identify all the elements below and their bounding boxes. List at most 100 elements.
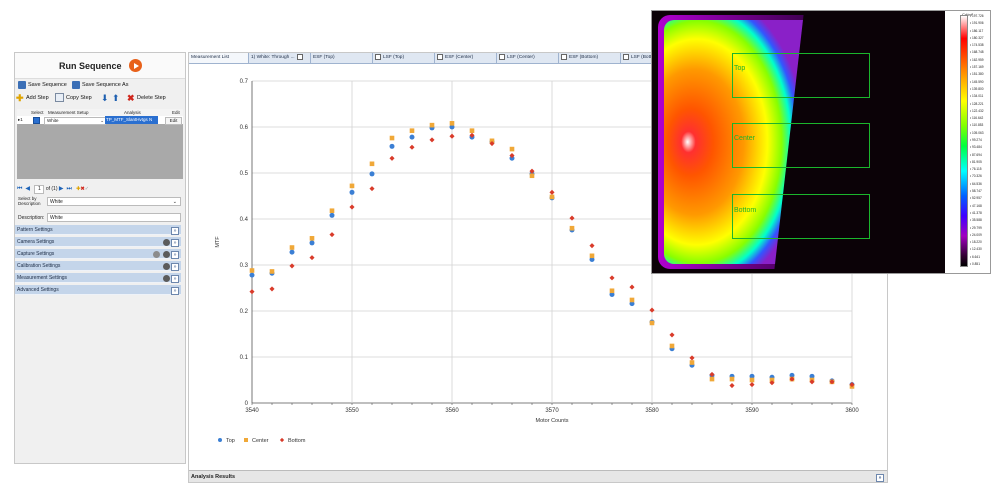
camera-settings-section[interactable]: Camera Settings » <box>15 237 181 247</box>
advanced-settings-section[interactable]: Advanced Settings » <box>15 285 181 295</box>
description-input[interactable]: White <box>47 213 181 222</box>
data-point-center <box>649 320 655 326</box>
x-axis-label: Motor Counts <box>535 418 568 424</box>
chevron-double-down-icon: » <box>171 286 179 295</box>
data-point-center <box>269 269 275 274</box>
colorbar-tick-label: • 18.220 <box>970 240 982 245</box>
tab-white-through-focus[interactable]: 1) White: Through ... <box>249 53 311 63</box>
chevron-down-icon: ⌄ <box>172 199 177 205</box>
colorbar-tick-label: • 151.380 <box>970 72 984 77</box>
move-down-button[interactable]: ⬇ <box>101 93 109 104</box>
row-number: ▸1 <box>18 117 23 122</box>
tab-esf-top[interactable]: ESF (Top) <box>311 53 373 63</box>
colorbar-tick-label: • 186.117 <box>970 28 984 33</box>
data-point-center <box>769 377 775 383</box>
tab-esf-bottom[interactable]: ESF (Bottom) <box>559 53 621 63</box>
run-sequence-button[interactable]: Run Sequence <box>15 53 185 79</box>
colorbar-tick-label: • 6.641 <box>970 254 980 259</box>
tab-esf-center[interactable]: ESF (Center) <box>435 53 497 63</box>
colorbar-tick-label: • 81.905 <box>970 159 982 164</box>
delete-record-icon[interactable]: ✖ <box>80 186 85 192</box>
calibration-settings-section[interactable]: Calibration Settings » <box>15 261 181 271</box>
data-point-top <box>629 301 635 307</box>
data-point-top <box>389 143 395 149</box>
colorbar-tick-label: • 35.588 <box>970 218 982 223</box>
gear-icon[interactable] <box>163 238 170 246</box>
tab-checkbox[interactable] <box>375 53 381 60</box>
data-point-center <box>669 343 675 349</box>
colorbar-tick-label: • 47.168 <box>970 203 982 208</box>
data-point-center <box>529 173 535 179</box>
data-point-bottom <box>609 275 615 281</box>
save-sequence-as-button[interactable]: Save Sequence As <box>72 80 128 91</box>
table-row[interactable]: ▸1 White ⌄ TP_MTF_SlantHvtgs N Edit <box>17 116 183 125</box>
pattern-settings-section[interactable]: Pattern Settings » <box>15 225 181 235</box>
colorbar-tick-label: • 110.853 <box>970 123 984 128</box>
tab-label: Measurement List <box>191 55 230 60</box>
bottom-zone-box[interactable] <box>732 194 870 239</box>
center-zone-box[interactable] <box>732 123 870 168</box>
next-record-icon[interactable]: ▶ <box>58 186 64 192</box>
colorbar-tick-label: • 162.959 <box>970 57 984 62</box>
colorbar-tick-label: • 105.063 <box>970 130 984 135</box>
tab-lsf-top[interactable]: LSF (Top) <box>373 53 435 63</box>
add-step-button[interactable]: ✚ Add Step <box>16 93 49 104</box>
tab-checkbox[interactable] <box>437 53 443 60</box>
row-select-checkbox[interactable] <box>33 117 40 124</box>
measurement-setup-select[interactable]: White ⌄ <box>44 116 106 125</box>
top-zone-box[interactable] <box>732 53 870 98</box>
analysis-cell[interactable]: TP_MTF_SlantHvtgs N <box>105 116 158 124</box>
colorbar <box>960 15 968 267</box>
chevron-double-down-icon[interactable]: » <box>876 473 884 482</box>
tab-checkbox[interactable] <box>499 53 505 60</box>
select-by-description-dropdown[interactable]: White ⌄ <box>47 197 181 206</box>
last-record-icon[interactable]: ⏭ <box>66 186 72 192</box>
gear-icon[interactable] <box>163 262 170 270</box>
colorbar-tick-label: • 52.957 <box>970 196 982 201</box>
first-record-icon[interactable]: ⏮ <box>17 186 23 192</box>
data-point-center <box>289 245 295 250</box>
data-point-bottom <box>269 286 275 292</box>
move-up-button[interactable]: ⬆ <box>112 93 120 104</box>
legend-label: Center <box>252 438 269 444</box>
add-record-icon[interactable]: ✚ <box>76 186 81 192</box>
y-tick-label: 0 <box>245 401 249 407</box>
tab-measurement-list[interactable]: Measurement List <box>189 53 249 63</box>
y-tick-label: 0.6 <box>240 125 249 131</box>
data-point-bottom <box>789 376 795 382</box>
delete-step-button[interactable]: ✖ Delete Step <box>127 93 166 104</box>
chevron-double-down-icon: » <box>171 250 179 259</box>
edit-button[interactable]: Edit <box>165 116 182 125</box>
column-header-select[interactable]: Select <box>31 110 44 115</box>
camera-icon[interactable] <box>153 250 160 258</box>
data-point-center <box>509 146 515 152</box>
data-point-bottom <box>589 243 595 249</box>
save-sequence-button[interactable]: Save Sequence <box>18 80 67 91</box>
column-header-analysis[interactable]: Analysis <box>124 110 141 115</box>
capture-settings-section[interactable]: Capture Settings » <box>15 249 181 259</box>
colorbar-tick-label: • 41.378 <box>970 210 982 215</box>
tab-checkbox[interactable] <box>296 53 303 60</box>
tab-checkbox[interactable] <box>561 53 567 60</box>
colorbar-tick-label: • 64.536 <box>970 181 982 186</box>
previous-record-icon[interactable]: ◀ <box>25 186 31 192</box>
data-point-center <box>469 128 475 133</box>
copy-icon <box>55 93 64 103</box>
data-point-center <box>729 376 735 382</box>
analysis-results-bar[interactable]: Analysis Results » <box>189 470 887 482</box>
save-record-icon[interactable]: ✓ <box>84 186 89 192</box>
colorbar-tick-label: • 93.484 <box>970 145 982 150</box>
column-header-measurement-setup[interactable]: Measurement Setup <box>48 110 89 115</box>
tab-checkbox[interactable] <box>623 53 629 60</box>
chevron-double-down-icon: » <box>171 262 179 271</box>
data-point-bottom <box>689 355 695 361</box>
gear-icon[interactable] <box>163 250 170 258</box>
run-sequence-label: Run Sequence <box>59 61 122 71</box>
tab-lsf-center[interactable]: LSF (Center) <box>497 53 559 63</box>
measurement-settings-section[interactable]: Measurement Settings » <box>15 273 181 283</box>
column-header-edit[interactable]: Edit <box>172 110 180 115</box>
gear-icon[interactable] <box>163 274 170 282</box>
colorbar-tick-label: • 87.694 <box>970 152 982 157</box>
copy-step-button[interactable]: Copy Step <box>55 93 92 104</box>
page-number-input[interactable]: 1 <box>34 185 45 194</box>
